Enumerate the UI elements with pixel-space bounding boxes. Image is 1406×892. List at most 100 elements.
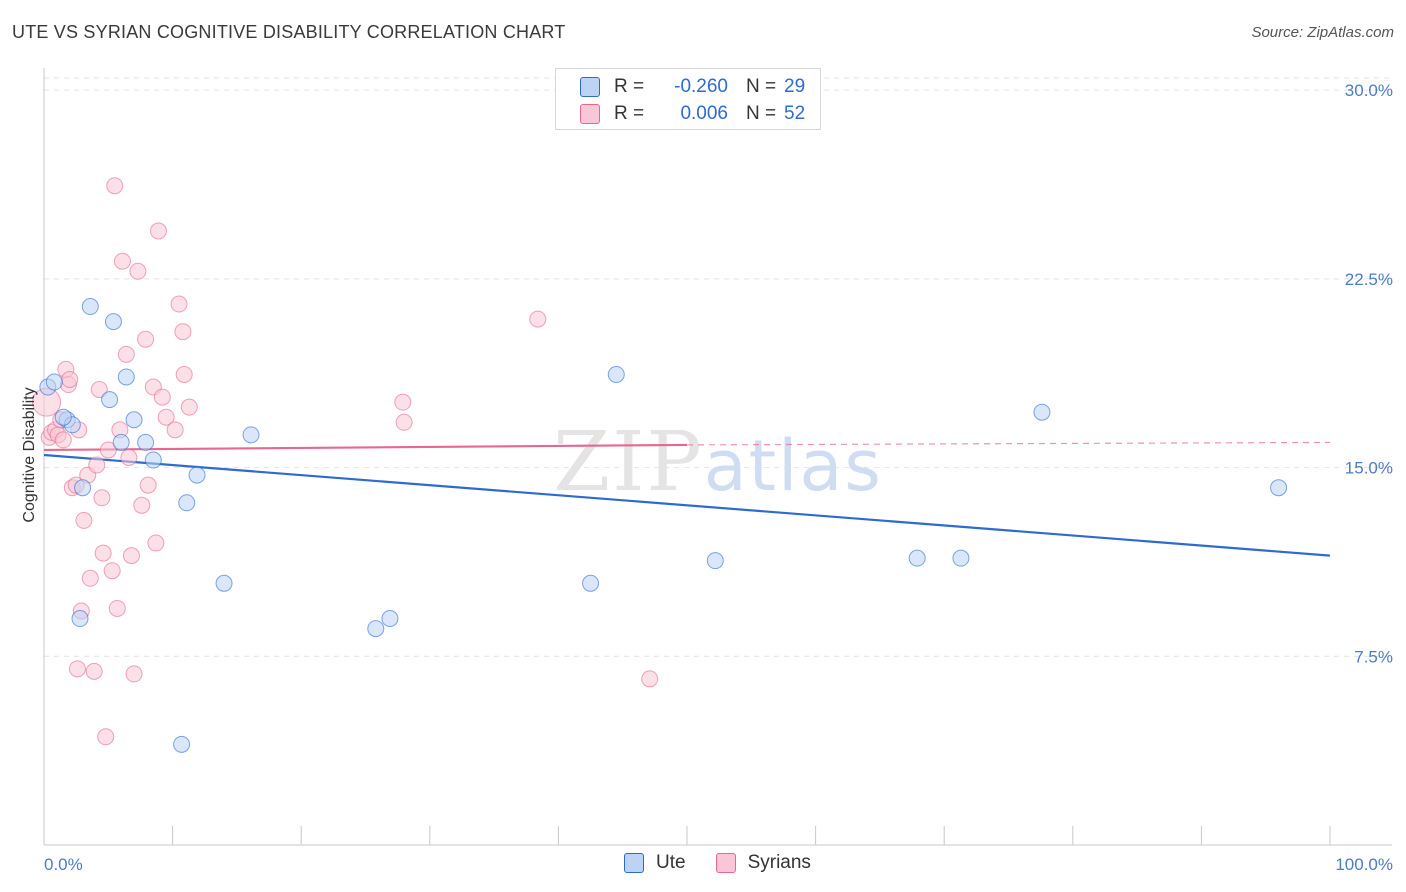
ute-point	[242, 426, 260, 444]
ute-trend-line	[43, 453, 1331, 557]
bottom-legend-ute: Ute	[624, 852, 686, 874]
axes	[43, 68, 1392, 846]
ute-point	[908, 549, 926, 567]
syrian-point	[106, 177, 124, 195]
syrian-point	[99, 441, 117, 459]
ute-swatch	[580, 77, 600, 97]
y-tick-label: 7.5%	[1354, 647, 1393, 666]
syrian-point	[113, 252, 131, 270]
syrian-point	[94, 544, 112, 562]
x-tick-label: 100.0%	[1335, 855, 1393, 874]
ute-point	[706, 552, 724, 570]
ute-r-label: R =	[614, 76, 645, 97]
syrian-point	[103, 562, 121, 580]
syrians-r-value: 0.006	[680, 103, 728, 124]
scatter-points	[32, 177, 1288, 753]
syrian-point	[108, 599, 126, 617]
ute-point	[381, 610, 399, 628]
y-tick-label: 30.0%	[1345, 81, 1393, 100]
syrians-swatch	[580, 104, 600, 124]
syrian-point	[394, 393, 412, 411]
syrian-point	[97, 728, 115, 746]
ute-n-value: 29	[784, 76, 806, 97]
ute-point	[1270, 479, 1288, 497]
ute-point	[1033, 403, 1051, 421]
ute-point	[215, 574, 233, 592]
ute-point	[104, 313, 122, 331]
ute-n-label: N =	[746, 76, 777, 97]
syrian-point	[68, 660, 86, 678]
y-tick-label: 15.0%	[1345, 459, 1393, 478]
ute-point	[188, 466, 206, 484]
syrians-n-value: 52	[784, 103, 806, 124]
ute-legend-swatch	[624, 853, 644, 873]
ute-point	[45, 373, 63, 391]
syrian-point	[93, 489, 111, 507]
syrian-point	[395, 413, 413, 431]
trend-lines	[43, 441, 1331, 557]
watermark: ZIPatlas	[553, 415, 883, 510]
syrian-point	[641, 670, 659, 688]
ute-point	[81, 298, 99, 316]
gridlines	[44, 77, 1392, 657]
ute-point	[367, 620, 385, 638]
syrian-point	[157, 408, 175, 426]
syrian-point	[122, 547, 140, 565]
ute-point	[178, 494, 196, 512]
ute-point	[71, 610, 89, 628]
syrians-r-label: R =	[614, 103, 645, 124]
legend-row-ute: R = -0.260 N = 29	[580, 74, 805, 100]
chart-title: UTE VS SYRIAN COGNITIVE DISABILITY CORRE…	[12, 22, 566, 42]
syrian-point	[129, 262, 147, 280]
source-label: Source: ZipAtlas.com	[1251, 24, 1394, 41]
syrian-point	[153, 388, 171, 406]
syrian-point	[170, 295, 188, 313]
ute-point	[582, 574, 600, 592]
syrian-point	[125, 665, 143, 683]
syrian-point	[75, 511, 93, 529]
syrian-point	[174, 323, 192, 341]
syrians-n-label: N =	[746, 103, 777, 124]
syrian-point	[137, 330, 155, 348]
syrian-trend-extension	[686, 441, 1331, 446]
bottom-legend-syrians: Syrians	[715, 852, 811, 874]
syrian-point	[54, 431, 72, 449]
syrian-point	[139, 476, 157, 494]
legend-box: R = -0.260 N = 29 R = 0.006 N = 52	[555, 68, 821, 130]
ute-point	[101, 391, 119, 409]
ute-point	[117, 368, 135, 386]
ute-point	[54, 408, 72, 426]
syrian-point	[149, 222, 167, 240]
syrian-point	[85, 662, 103, 680]
syrian-point	[81, 569, 99, 587]
y-axis-label: Cognitive Disability	[21, 387, 38, 522]
ute-point	[74, 479, 92, 497]
x-tick-label: 0.0%	[44, 855, 83, 874]
ute-point	[144, 451, 162, 469]
ute-legend-label: Ute	[656, 852, 686, 873]
ute-point	[125, 411, 143, 429]
syrian-point	[147, 534, 165, 552]
syrian-trend-line	[43, 443, 688, 452]
tick-labels: 7.5% 15.0% 22.5% 30.0% 0.0% 100.0%	[44, 81, 1393, 874]
bottom-legend: Ute Syrians	[624, 852, 841, 874]
syrians-legend-swatch	[715, 853, 736, 873]
syrian-point	[133, 496, 151, 514]
syrian-point	[529, 310, 547, 328]
syrian-point	[180, 398, 198, 416]
y-tick-label: 22.5%	[1345, 270, 1393, 289]
syrian-point	[61, 370, 79, 388]
syrians-legend-label: Syrians	[747, 852, 811, 873]
syrian-point	[166, 421, 184, 439]
ute-point	[112, 433, 130, 451]
ute-point	[137, 433, 155, 451]
ute-r-value: -0.260	[674, 76, 728, 97]
syrian-point	[117, 345, 135, 363]
syrian-point	[120, 449, 138, 466]
syrian-point	[88, 456, 106, 474]
syrian-point	[90, 381, 108, 399]
ute-point	[952, 549, 970, 567]
syrian-point	[175, 365, 193, 383]
ute-point	[173, 735, 191, 753]
